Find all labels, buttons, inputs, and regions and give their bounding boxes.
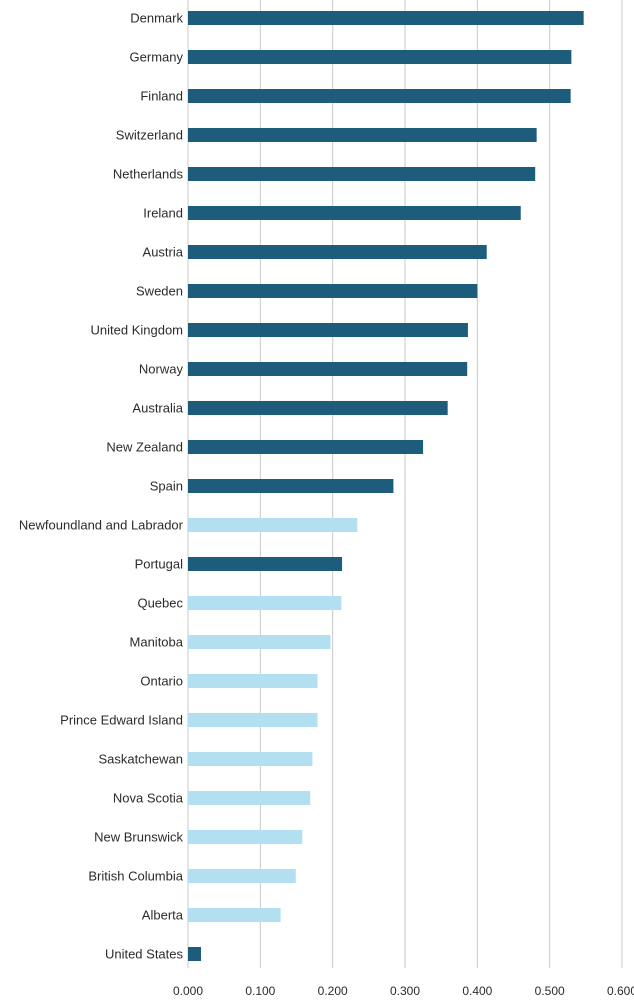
category-label-alberta: Alberta: [142, 908, 184, 923]
x-tick-label-2: 0.200: [318, 984, 348, 998]
x-tick-label-1: 0.100: [245, 984, 275, 998]
x-tick-label-6: 0.600: [607, 984, 634, 998]
x-tick-label-3: 0.300: [390, 984, 420, 998]
bar-austria: [188, 245, 487, 259]
category-label-portugal: Portugal: [135, 557, 184, 572]
category-label-ireland: Ireland: [143, 206, 183, 221]
category-label-manitoba: Manitoba: [130, 635, 184, 650]
category-label-nova-scotia: Nova Scotia: [113, 791, 184, 806]
bar-nova-scotia: [188, 791, 311, 805]
bar-manitoba: [188, 635, 331, 649]
bar-new-zealand: [188, 440, 424, 454]
bar-ireland: [188, 206, 521, 220]
bars: [188, 11, 584, 961]
bar-united-kingdom: [188, 323, 468, 337]
category-label-norway: Norway: [139, 362, 184, 377]
category-label-prince-edward-island: Prince Edward Island: [60, 713, 183, 728]
category-label-switzerland: Switzerland: [116, 128, 183, 143]
category-label-united-kingdom: United Kingdom: [91, 323, 184, 338]
bar-united-states: [188, 947, 202, 961]
bar-new-brunswick: [188, 830, 303, 844]
category-label-germany: Germany: [130, 50, 184, 65]
x-tick-label-5: 0.500: [535, 984, 565, 998]
category-label-saskatchewan: Saskatchewan: [98, 752, 183, 767]
bar-newfoundland-and-labrador: [188, 518, 358, 532]
category-label-netherlands: Netherlands: [113, 167, 184, 182]
bar-saskatchewan: [188, 752, 313, 766]
bar-spain: [188, 479, 394, 493]
category-label-newfoundland-and-labrador: Newfoundland and Labrador: [19, 518, 184, 533]
category-label-austria: Austria: [143, 245, 184, 260]
bar-ontario: [188, 674, 318, 688]
bar-finland: [188, 89, 571, 103]
category-labels: Denmark Germany Finland Switzerland Netherla…: [19, 11, 184, 962]
bar-denmark: [188, 11, 584, 25]
x-tick-label-4: 0.400: [462, 984, 492, 998]
category-label-sweden: Sweden: [136, 284, 183, 299]
x-axis-tick-labels: 0.000 0.100 0.200 0.300 0.400 0.500 0.600: [173, 984, 634, 998]
bar-quebec: [188, 596, 342, 610]
category-label-new-zealand: New Zealand: [106, 440, 183, 455]
category-label-british-columbia: British Columbia: [88, 869, 183, 884]
category-label-denmark: Denmark: [130, 11, 183, 26]
category-label-finland: Finland: [140, 89, 183, 104]
bar-portugal: [188, 557, 343, 571]
x-tick-label-0: 0.000: [173, 984, 203, 998]
category-label-ontario: Ontario: [140, 674, 183, 689]
bar-netherlands: [188, 167, 536, 181]
bar-sweden: [188, 284, 478, 298]
bar-british-columbia: [188, 869, 296, 883]
category-label-australia: Australia: [132, 401, 183, 416]
bar-australia: [188, 401, 448, 415]
bar-germany: [188, 50, 572, 64]
category-label-spain: Spain: [150, 479, 183, 494]
bar-switzerland: [188, 128, 537, 142]
bar-alberta: [188, 908, 281, 922]
category-label-united-states: United States: [105, 947, 184, 962]
category-label-quebec: Quebec: [137, 596, 183, 611]
category-label-new-brunswick: New Brunswick: [94, 830, 183, 845]
bar-prince-edward-island: [188, 713, 318, 727]
bar-norway: [188, 362, 468, 376]
